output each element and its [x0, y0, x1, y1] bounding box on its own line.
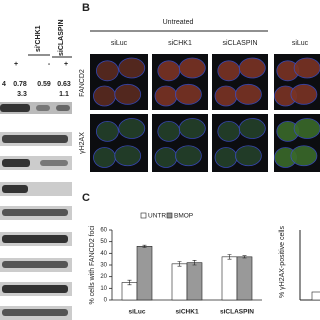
nucleus [217, 60, 241, 82]
micrographs [90, 54, 320, 172]
x-tick-label: siCLASPIN [220, 309, 254, 316]
nucleus [290, 83, 318, 105]
bar [236, 256, 253, 301]
bar [186, 262, 203, 301]
error-bar [242, 255, 247, 259]
nucleus [93, 147, 116, 168]
error-bar [127, 279, 132, 286]
western-blot [0, 102, 72, 320]
y-tick-label: 20 [100, 274, 107, 280]
ratio: 0.59 [37, 81, 51, 88]
partial-bar [311, 291, 320, 301]
x-tick-label: siLuc [129, 309, 146, 316]
nucleus [157, 120, 181, 142]
row-label: FANCD2 [79, 69, 86, 97]
ratio: 0.63 [57, 81, 71, 88]
bar [136, 246, 153, 301]
bar [221, 256, 238, 301]
nucleus [93, 85, 116, 107]
nucleus [174, 145, 202, 167]
row-label: γH2AX [79, 132, 86, 154]
panel-label: C [82, 192, 90, 204]
nucleus [96, 60, 119, 82]
y-tick-label: 0 [104, 298, 108, 304]
nucleus [118, 118, 146, 139]
ratio: 1.1 [59, 91, 69, 98]
legend-swatch [140, 212, 147, 219]
nucleus [293, 118, 320, 139]
column-label: siCLASPIN [222, 40, 257, 47]
error-bar [142, 244, 147, 248]
nucleus [114, 83, 142, 105]
nucleus [178, 57, 206, 79]
nucleus [154, 85, 178, 107]
error-bar [227, 254, 232, 260]
treatment: + [64, 61, 68, 68]
nucleus [178, 118, 206, 139]
error-bar [177, 261, 182, 267]
ratio: 0.78 [13, 81, 27, 88]
y-tick-label: 40 [100, 251, 107, 257]
group-label: Untreated [163, 19, 194, 26]
nucleus [217, 120, 241, 142]
x-tick-label: siCHK1 [175, 309, 199, 316]
nucleus [214, 85, 238, 107]
y-axis-label: % γH2AX-positive cells [279, 226, 286, 298]
y-tick-label: 10 [100, 286, 107, 292]
nucleus [214, 147, 238, 168]
nucleus [234, 83, 262, 105]
bar-chart: 0 10 20 30 40 50 60 UNTR BMOP siLuc siCHK1 siCLASPI… [100, 212, 262, 316]
nucleus [174, 83, 202, 105]
bar [171, 263, 188, 301]
y-tick-label: 60 [100, 228, 107, 234]
nucleus [96, 120, 119, 142]
nucleus [238, 57, 266, 79]
nucleus [154, 147, 178, 168]
y-axis-label: % cells with FANCD2 foci [89, 225, 96, 304]
nucleus [118, 57, 146, 79]
nucleus [238, 118, 266, 139]
legend-label: BMOP [174, 213, 193, 220]
error-bar [192, 260, 197, 266]
lane-label: siCLASPIN [58, 19, 65, 56]
panel-label: B [82, 2, 90, 14]
y-tick-label: 30 [100, 263, 107, 269]
treatment: - [48, 61, 51, 68]
y-tick-label: 50 [100, 239, 107, 245]
column-label: siLuc [292, 40, 309, 47]
ratio: 4 [2, 81, 6, 88]
nucleus [234, 145, 262, 167]
nucleus [290, 145, 318, 167]
nucleus [157, 60, 181, 82]
nucleus [114, 145, 142, 167]
legend-label: UNTR [148, 213, 166, 220]
legend-swatch [166, 212, 173, 219]
ratio: 3.3 [17, 91, 27, 98]
treatment: + [14, 61, 18, 68]
column-label: siLuc [111, 40, 128, 47]
nucleus [293, 57, 320, 79]
column-label: siCHK1 [168, 40, 192, 47]
lane-label: si'CHK1 [35, 25, 42, 52]
